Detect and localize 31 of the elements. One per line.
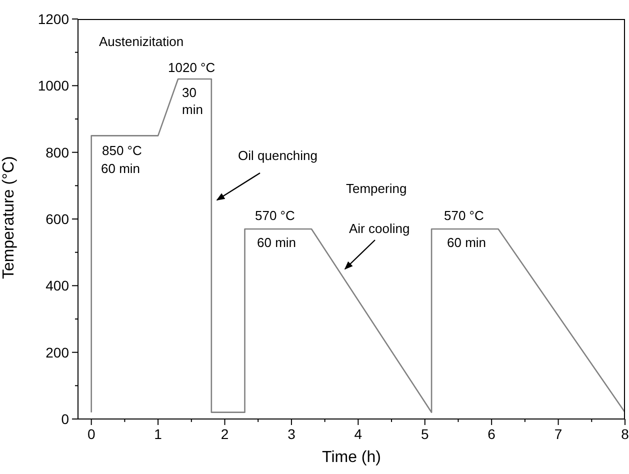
x-axis-title: Time (h) <box>322 449 381 466</box>
x-tick-label: 1 <box>154 426 162 442</box>
annotation: Tempering <box>346 180 407 196</box>
y-axis-title: Temperature (°C) <box>0 156 18 279</box>
annotation: 1020 °C <box>168 60 216 75</box>
line-series <box>90 78 625 413</box>
y-tick-label: 0 <box>61 411 70 427</box>
y-tick-label: 600 <box>46 211 70 227</box>
annotation: 60 min <box>101 160 140 176</box>
x-tick-label: 6 <box>488 426 496 442</box>
x-tick-label: 0 <box>87 426 96 442</box>
x-tick-label: 3 <box>288 426 296 442</box>
y-tick-label: 200 <box>46 344 70 360</box>
x-tick-label: 2 <box>220 426 229 442</box>
x-tick-label: 7 <box>554 426 562 442</box>
annotation: Air cooling <box>349 220 410 236</box>
annotation: 60 min <box>257 234 296 250</box>
y-tick-label: 400 <box>46 278 70 294</box>
annotation: 60 min <box>447 234 486 250</box>
annotation: 570 °C <box>255 208 295 223</box>
annotation: 850 °C <box>102 142 142 158</box>
x-tick-label: 5 <box>420 426 429 442</box>
y-tick-label: 800 <box>46 144 70 160</box>
y-tick-label: 1000 <box>38 78 70 94</box>
x-tick-label: 8 <box>621 426 629 442</box>
annotation: Oil quenching <box>238 148 318 163</box>
x-tick-label: 4 <box>354 426 362 442</box>
annotation: 570 °C <box>444 208 484 223</box>
annotation: 30 min <box>182 84 203 117</box>
y-tick-label: 1200 <box>38 11 70 27</box>
annotation: Austenizitation <box>99 34 184 49</box>
